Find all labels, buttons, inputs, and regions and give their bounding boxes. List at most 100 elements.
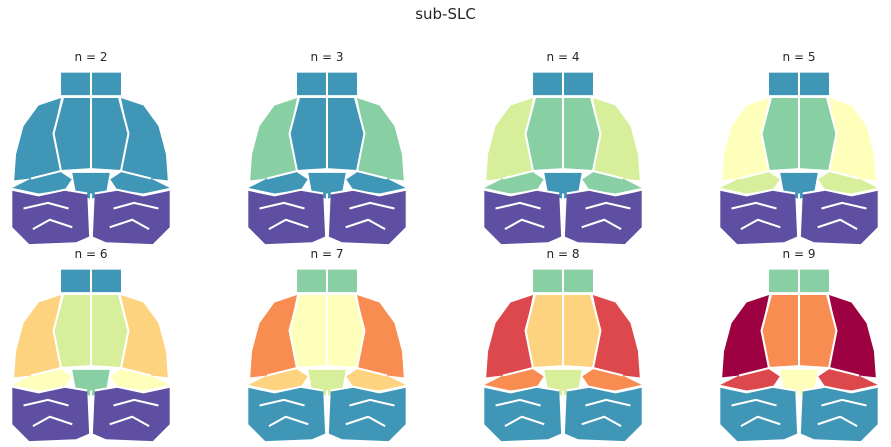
region-border xyxy=(109,415,150,428)
region-midL xyxy=(53,97,91,172)
region-border xyxy=(768,365,830,370)
region-border xyxy=(30,367,73,377)
region-midL xyxy=(53,294,91,369)
region-border xyxy=(349,398,395,407)
region-border xyxy=(720,385,796,394)
brain-map xyxy=(248,72,406,245)
region-midR xyxy=(327,294,365,369)
panel-n5: n = 5 xyxy=(713,50,885,250)
region-postL xyxy=(248,368,309,391)
region-border xyxy=(581,218,622,231)
region-border xyxy=(248,385,324,394)
region-border xyxy=(821,201,867,210)
region-midL xyxy=(761,294,799,369)
region-border xyxy=(109,367,152,377)
region-olfR xyxy=(563,269,593,294)
region-olfR xyxy=(91,72,121,97)
region-latR xyxy=(120,97,168,181)
region-border xyxy=(330,385,406,394)
region-midR xyxy=(563,97,601,172)
panel-title: n = 5 xyxy=(782,50,816,64)
region-border xyxy=(259,398,305,407)
region-border xyxy=(12,188,88,197)
panel-title: n = 6 xyxy=(74,247,108,261)
panel-title: n = 2 xyxy=(74,50,108,64)
region-border xyxy=(802,385,878,394)
region-border xyxy=(532,365,594,370)
region-latL xyxy=(14,97,62,181)
region-border xyxy=(731,201,777,210)
panel-n9: n = 9 xyxy=(713,247,885,447)
region-border xyxy=(495,398,541,407)
region-olfR xyxy=(327,269,357,294)
region-hemiL xyxy=(484,189,562,245)
region-postL xyxy=(248,171,309,194)
region-border xyxy=(826,97,838,172)
region-border xyxy=(720,188,796,197)
region-border xyxy=(821,398,867,407)
region-border xyxy=(248,188,324,197)
region-border xyxy=(590,294,602,369)
region-border xyxy=(266,170,309,180)
region-border xyxy=(12,385,88,394)
region-border xyxy=(330,188,406,197)
region-hemiR xyxy=(328,386,406,442)
region-border xyxy=(109,218,150,231)
region-border xyxy=(581,367,624,377)
region-border xyxy=(94,385,170,394)
region-postL xyxy=(12,368,73,391)
region-midL xyxy=(289,97,327,172)
region-postR xyxy=(345,171,406,194)
region-border xyxy=(738,367,781,377)
panel-n3: n = 3 xyxy=(241,50,413,250)
region-border xyxy=(113,201,159,210)
panel-n6: n = 6 xyxy=(5,247,177,447)
brain-map xyxy=(484,269,642,442)
region-postR xyxy=(345,368,406,391)
region-border xyxy=(495,201,541,210)
region-border xyxy=(731,398,777,407)
region-border xyxy=(817,415,858,428)
region-olfR xyxy=(327,72,357,97)
region-border xyxy=(817,367,860,377)
region-hemiR xyxy=(800,189,878,245)
region-border xyxy=(768,168,830,173)
region-border xyxy=(109,170,152,180)
region-postL xyxy=(720,171,781,194)
region-border xyxy=(60,365,122,370)
region-border xyxy=(740,218,781,231)
region-border xyxy=(30,170,73,180)
region-border xyxy=(585,398,631,407)
region-border xyxy=(345,218,386,231)
region-midR xyxy=(91,294,129,369)
region-olfL xyxy=(769,269,799,294)
region-border xyxy=(581,415,622,428)
region-border xyxy=(738,170,781,180)
region-border xyxy=(345,367,388,377)
region-postL xyxy=(484,171,545,194)
region-latL xyxy=(250,294,298,378)
region-olfL xyxy=(297,269,327,294)
region-border xyxy=(760,294,772,369)
region-olfL xyxy=(61,72,91,97)
region-border xyxy=(113,398,159,407)
region-hemiR xyxy=(92,386,170,442)
region-midL xyxy=(761,97,799,172)
region-olfR xyxy=(799,72,829,97)
region-hemiR xyxy=(564,386,642,442)
region-border xyxy=(590,97,602,172)
panel-n8: n = 8 xyxy=(477,247,649,447)
region-border xyxy=(32,218,73,231)
region-postR xyxy=(109,171,170,194)
panel-title: n = 9 xyxy=(782,247,816,261)
region-border xyxy=(345,170,388,180)
region-latR xyxy=(828,294,876,378)
region-border xyxy=(118,294,130,369)
region-olfL xyxy=(533,72,563,97)
region-border xyxy=(817,218,858,231)
region-midR xyxy=(91,97,129,172)
figure-title: sub-SLC xyxy=(415,5,476,23)
region-border xyxy=(288,97,300,172)
region-hemiL xyxy=(484,386,562,442)
panel-title: n = 8 xyxy=(546,247,580,261)
